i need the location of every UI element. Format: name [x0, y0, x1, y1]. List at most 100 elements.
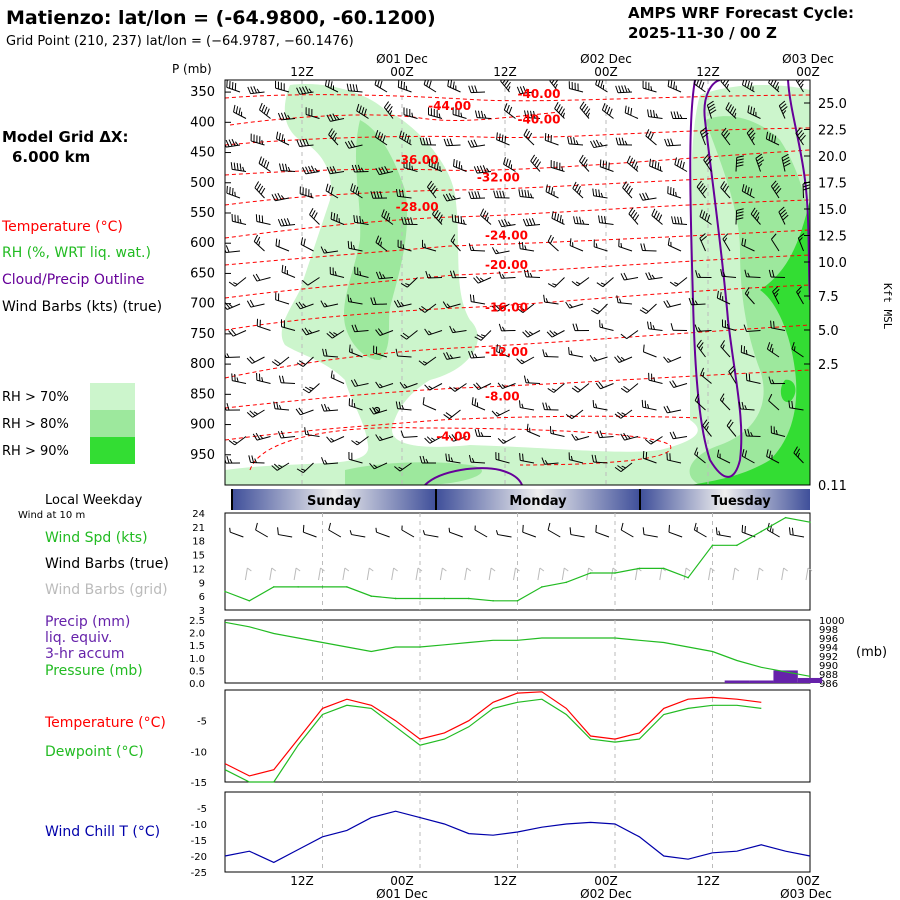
- wind-barb: [259, 109, 271, 119]
- wind-barb-flag: [772, 182, 779, 190]
- wind-barb-flag: [389, 110, 393, 115]
- wind-barb-flag: [314, 167, 318, 173]
- wind-barb-flag: [431, 159, 434, 168]
- wind-barb: [424, 303, 437, 313]
- height-tick-label: 2.5: [818, 358, 839, 373]
- wind-barb-flag: [304, 327, 310, 335]
- wind-barb-flag: [370, 191, 374, 199]
- weekday-band-sunday: [232, 489, 436, 510]
- cloud-precip-outline: [424, 80, 810, 485]
- wind-barb-flag: [234, 373, 236, 382]
- wind-barb-flag: [647, 131, 652, 139]
- wind-barb-flag: [601, 323, 604, 328]
- wind-barb-flag: [729, 368, 736, 375]
- wind-barb-flag: [353, 244, 356, 250]
- wind-barb-flag: [527, 132, 533, 140]
- wind-barb: [331, 377, 345, 384]
- wind-barb-flag: [628, 187, 633, 195]
- wind-barb-flag: [560, 108, 565, 116]
- wind-barb-flag: [677, 216, 680, 224]
- temperature-line: [224, 691, 762, 777]
- wind-barb: [397, 355, 412, 358]
- wind-barb-flag: [750, 431, 753, 437]
- wind-barb-flag: [770, 320, 772, 328]
- wind-barb-flag: [398, 466, 403, 470]
- wind-barb-flag: [229, 186, 231, 195]
- wind-barb: [328, 134, 339, 146]
- wind-barb-flag: [585, 108, 591, 115]
- wind-barb-flag: [400, 301, 405, 307]
- wind-barb-grid-flag: [807, 567, 813, 572]
- wind-barb-flag: [741, 183, 745, 192]
- wind-barb-flag: [640, 243, 643, 251]
- wind-barb-flag: [375, 381, 381, 389]
- wind-barb-flag: [585, 163, 588, 169]
- wind-barb-flag: [691, 297, 695, 305]
- wind-barb-flag: [628, 207, 634, 215]
- wind-barb-flag: [778, 206, 785, 213]
- wind-barb-10m: [303, 531, 317, 538]
- wind-barb-flag: [468, 243, 472, 251]
- wind-barb: [379, 330, 394, 336]
- wind-barb-flag: [350, 140, 356, 148]
- wind-barb-flag: [579, 216, 582, 224]
- wind-barb: [226, 192, 241, 199]
- wind-barb-grid: [756, 567, 760, 581]
- wind-barb: [599, 222, 614, 225]
- wind-barb-10m-flag: [569, 527, 572, 535]
- wind-barb-flag: [449, 354, 454, 359]
- wind-barb: [397, 246, 412, 252]
- wind-barb: [726, 425, 737, 437]
- wind-barb-flag: [703, 154, 709, 161]
- wind-barb-flag: [398, 189, 402, 197]
- wind-barb: [722, 275, 737, 278]
- wind-barb-flag: [791, 400, 794, 409]
- wind-barb-flag: [604, 104, 608, 113]
- wind-barb-flag: [674, 157, 677, 165]
- wind-barb-flag: [263, 106, 268, 114]
- wind-barb-flag: [400, 430, 404, 438]
- wind-barb-flag: [228, 440, 236, 446]
- wind-barb-flag: [275, 238, 278, 246]
- wind-barb-flag: [614, 356, 620, 363]
- wind-barb-flag: [595, 139, 601, 147]
- wind-barb-flag: [590, 140, 595, 148]
- wind-barb-flag: [278, 239, 281, 247]
- wind-barb-flag: [471, 350, 475, 358]
- wind-barb-10m-flag: [693, 522, 697, 531]
- wind-barb-flag: [673, 81, 676, 89]
- wind-barb-flag: [309, 386, 314, 390]
- isotherm: [225, 199, 810, 239]
- wind-barb-flag: [359, 271, 362, 276]
- wind-barb-flag: [568, 347, 570, 355]
- wind-barb: [522, 303, 535, 313]
- wind-barb: [721, 133, 731, 146]
- wind-barb: [450, 240, 461, 252]
- wind-barb: [554, 277, 565, 288]
- wind-barb: [593, 195, 608, 199]
- wind-barb-flag: [575, 323, 579, 331]
- wind-barb-flag: [756, 156, 764, 162]
- wind-barb: [373, 409, 388, 415]
- wind-barb-flag: [379, 383, 383, 388]
- wind-barb: [691, 303, 706, 306]
- wind-barb: [525, 117, 541, 119]
- wind-barb-flag: [524, 245, 527, 250]
- isotherm-label: -44.00: [428, 99, 471, 113]
- wind-barb-flag: [424, 437, 431, 444]
- wind-barb-flag: [595, 382, 601, 390]
- pressure-tick-label: 350: [190, 85, 215, 100]
- rh-80-label: RH > 80%: [2, 417, 69, 432]
- wind-barb-flag: [484, 212, 489, 220]
- wind-barb-flag: [381, 166, 386, 174]
- wind-barb-flag: [431, 437, 436, 441]
- wind-barb-flag: [236, 377, 239, 383]
- wind-barb-flag: [299, 139, 304, 147]
- wind-barb-flag: [576, 185, 581, 193]
- top-hour-label: 00Z: [390, 65, 414, 79]
- wind-barb-10m-flag: [791, 527, 794, 536]
- wind-barb-flag: [651, 274, 655, 279]
- wind-barb-flag: [744, 287, 750, 294]
- wind-panel-grid: [322, 513, 713, 610]
